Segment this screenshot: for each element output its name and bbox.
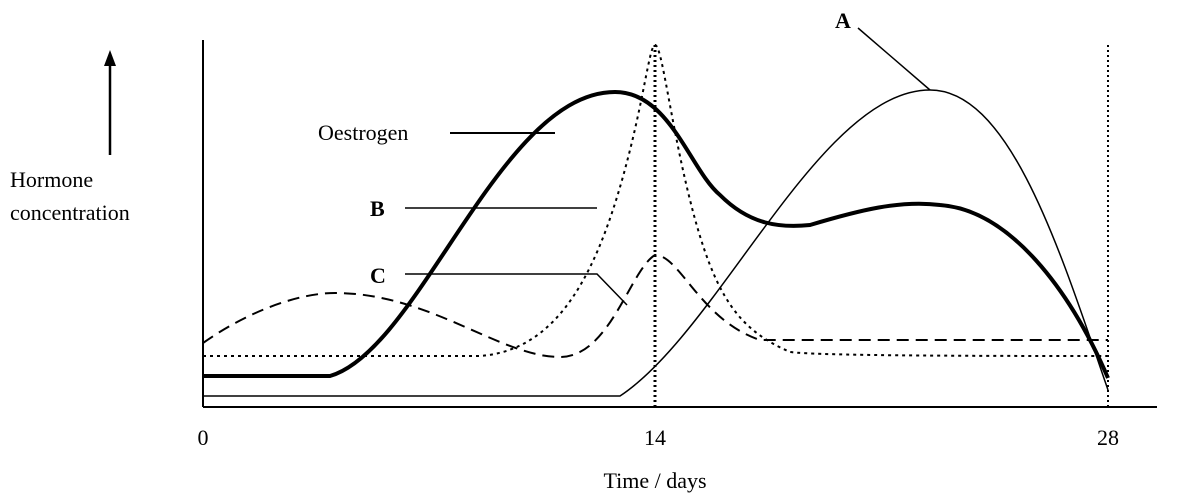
curve-label: B xyxy=(370,196,385,221)
curve-b xyxy=(203,43,1109,357)
curves xyxy=(202,27,1110,397)
y-label: Hormone xyxy=(10,167,93,192)
axes xyxy=(108,40,1157,408)
arrow-head xyxy=(104,50,116,66)
c-leader xyxy=(405,273,628,306)
x-tick-label: 14 xyxy=(644,425,666,450)
curve-label: A xyxy=(835,8,851,33)
a-leader xyxy=(857,27,931,91)
curve-a xyxy=(203,89,1109,397)
curve-c xyxy=(202,253,1108,359)
curve-oestrogen xyxy=(203,89,1110,379)
x-label: Time / days xyxy=(603,468,706,493)
x-tick-label: 28 xyxy=(1097,425,1119,450)
x-tick-label: 0 xyxy=(198,425,209,450)
curve-label: Oestrogen xyxy=(318,120,408,145)
y-label: concentration xyxy=(10,200,130,225)
curve-label: C xyxy=(370,263,386,288)
